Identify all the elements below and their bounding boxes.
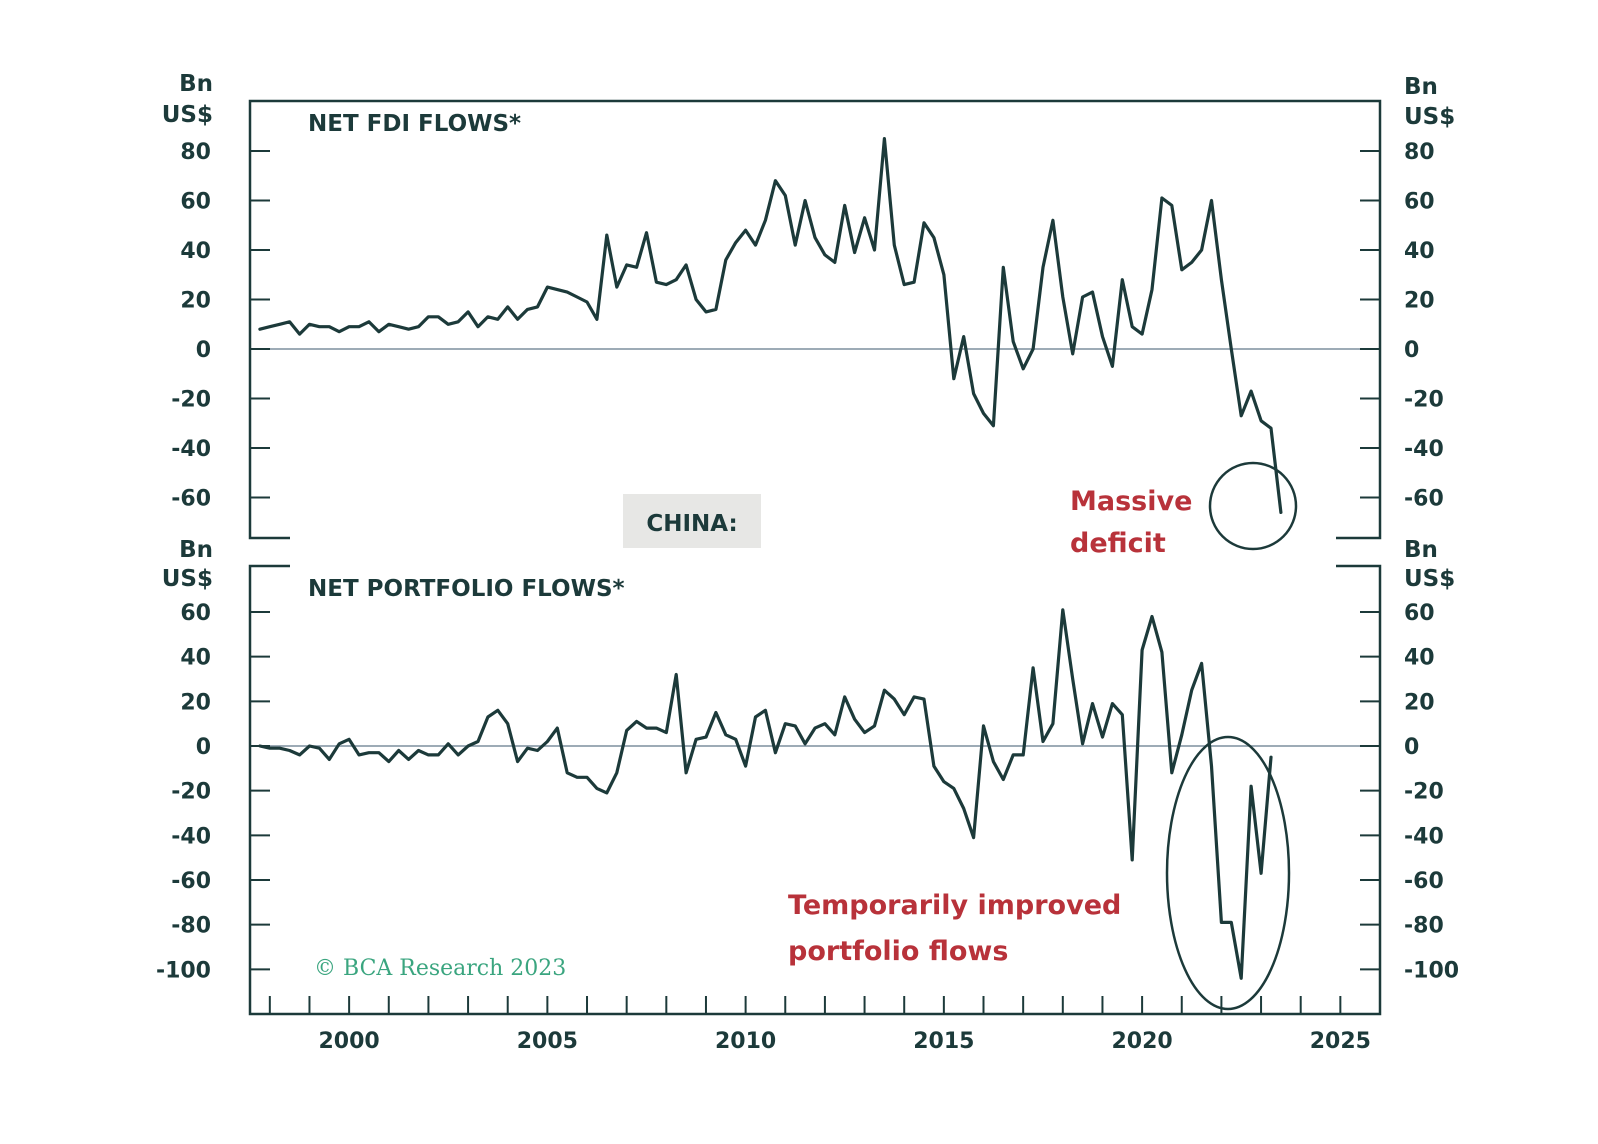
pf-ytick-right-label: -80 — [1404, 914, 1444, 939]
portfolio-series-line — [258, 608, 1273, 980]
pf-ytick-left-label: 40 — [180, 646, 211, 671]
pf-ytick-left-label: -40 — [171, 824, 211, 849]
fdi-panel: 80 60 40 20 0 -20 -40 -60 80 60 40 20 0 -20 -40 -60 Bn… — [162, 71, 1456, 559]
fdi-ylabel-right-line1: Bn — [1404, 74, 1438, 100]
portfolio-improved-ellipse — [1165, 735, 1291, 1011]
fdi-ytick-right-label: 0 — [1404, 338, 1419, 363]
portfolio-annotation-line1: Temporarily improved — [788, 890, 1121, 921]
pf-ytick-left-label: 20 — [180, 690, 211, 715]
portfolio-panel: 60 40 20 0 -20 -40 -60 -80 -100 60 40 20 0 -20 -40 -60… — [156, 537, 1459, 1054]
fdi-ytick-right-label: 80 — [1404, 140, 1435, 165]
fdi-ytick-left-label: 0 — [196, 338, 211, 363]
fdi-ytick-left-label: -60 — [171, 487, 211, 512]
fdi-ytick-right-label: -40 — [1404, 437, 1444, 462]
fdi-ytick-left-label: 40 — [180, 239, 211, 264]
x-tick-label: 2005 — [517, 1029, 578, 1054]
pf-ytick-right-label: 0 — [1404, 735, 1419, 760]
fdi-panel-title: NET FDI FLOWS* — [308, 111, 521, 137]
portfolio-x-axis: 2000 2005 2010 2015 2020 2025 — [268, 996, 1371, 1054]
pf-ytick-right-label: -20 — [1404, 780, 1444, 805]
pf-ytick-left-label: -20 — [171, 780, 211, 805]
portfolio-ylabel-right-line1: Bn — [1404, 537, 1438, 563]
fdi-ytick-left-label: 20 — [180, 289, 211, 314]
fdi-panel-frame — [248, 99, 1382, 540]
fdi-ytick-right-label: 40 — [1404, 239, 1435, 264]
fdi-ytick-right-label: 20 — [1404, 289, 1435, 314]
pf-ytick-left-label: 0 — [196, 735, 211, 760]
fdi-annotation-line2: deficit — [1070, 528, 1166, 559]
pf-ytick-right-label: -60 — [1404, 869, 1444, 894]
pf-ytick-right-label: -100 — [1404, 958, 1459, 983]
x-tick-label: 2015 — [913, 1029, 974, 1054]
pf-ytick-left-label: -60 — [171, 869, 211, 894]
fdi-ylabel-right-line2: US$ — [1404, 104, 1455, 130]
x-tick-label: 2000 — [319, 1029, 380, 1054]
pf-ytick-left-label: 60 — [180, 601, 211, 626]
pf-ytick-left-label: -80 — [171, 914, 211, 939]
portfolio-ylabel-left-line2: US$ — [162, 566, 213, 592]
portfolio-annotation-line2: portfolio flows — [788, 936, 1008, 967]
portfolio-panel-title: NET PORTFOLIO FLOWS* — [308, 576, 625, 602]
fdi-y-axis-left: 80 60 40 20 0 -20 -40 -60 — [171, 140, 270, 512]
portfolio-ylabel-left-line1: Bn — [179, 537, 213, 563]
pf-ytick-right-label: 40 — [1404, 646, 1435, 671]
credit-text: © BCA Research 2023 — [314, 956, 566, 981]
portfolio-y-axis-left: 60 40 20 0 -20 -40 -60 -80 -100 — [156, 601, 270, 983]
x-tick-label: 2020 — [1111, 1029, 1172, 1054]
fdi-annotation-line1: Massive — [1070, 486, 1192, 517]
fdi-series-line — [258, 137, 1283, 514]
portfolio-ylabel-right-line2: US$ — [1404, 566, 1455, 592]
fdi-ytick-right-label: 60 — [1404, 190, 1435, 215]
x-tick-label: 2010 — [715, 1029, 776, 1054]
center-label-box — [623, 494, 761, 548]
center-label-text: CHINA: — [646, 511, 737, 537]
center-label: CHINA: — [623, 494, 761, 548]
portfolio-y-axis-right: 60 40 20 0 -20 -40 -60 -80 -100 — [1360, 601, 1459, 983]
fdi-deficit-circle — [1208, 461, 1298, 551]
portfolio-panel-frame — [248, 564, 1382, 1016]
fdi-ylabel-left-line1: Bn — [179, 71, 213, 97]
fdi-ytick-left-label: -40 — [171, 437, 211, 462]
fdi-ytick-left-label: -20 — [171, 388, 211, 413]
fdi-ytick-right-label: -60 — [1404, 487, 1444, 512]
fdi-ytick-left-label: 80 — [180, 140, 211, 165]
pf-ytick-right-label: -40 — [1404, 824, 1444, 849]
fdi-ytick-left-label: 60 — [180, 190, 211, 215]
fdi-ytick-right-label: -20 — [1404, 388, 1444, 413]
fdi-y-axis-right: 80 60 40 20 0 -20 -40 -60 — [1360, 140, 1444, 512]
pf-ytick-left-label: -100 — [156, 958, 211, 983]
x-tick-label: 2025 — [1310, 1029, 1371, 1054]
fdi-ylabel-left-line2: US$ — [162, 102, 213, 128]
pf-ytick-right-label: 20 — [1404, 690, 1435, 715]
pf-ytick-right-label: 60 — [1404, 601, 1435, 626]
